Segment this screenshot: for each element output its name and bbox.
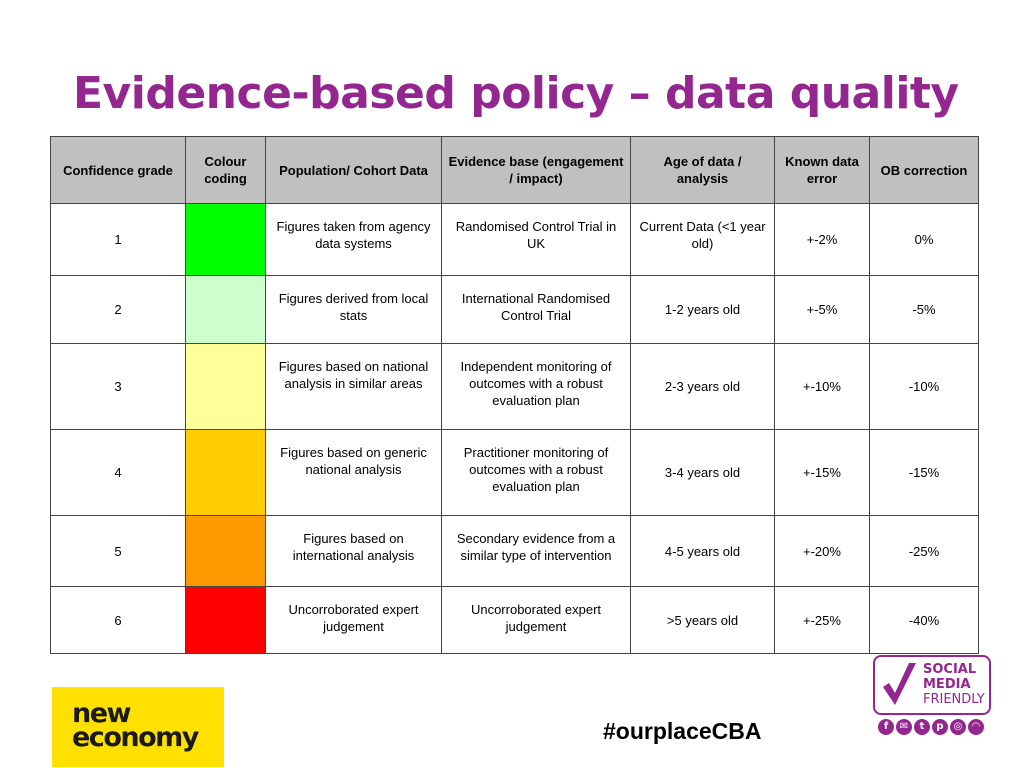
known-error-cell: +-20% [774, 515, 870, 587]
new-economy-logo: new economy [52, 687, 224, 767]
known-error-cell: +-2% [774, 203, 870, 276]
colour-swatch [185, 203, 266, 276]
population-cell: Figures taken from agency data systems [265, 203, 442, 276]
header-age-of-data: Age of data / analysis [630, 136, 775, 204]
evidence-cell: Independent monitoring of outcomes with … [441, 343, 631, 430]
logo-word-economy: economy [72, 722, 199, 753]
age-cell: 3-4 years old [630, 429, 775, 516]
colour-swatch [185, 515, 266, 587]
slide-title: Evidence-based policy – data quality [73, 68, 959, 119]
table-row: 5 Figures based on international analysi… [50, 515, 979, 587]
colour-swatch [185, 586, 266, 654]
logo-word-new: new [72, 698, 131, 729]
ob-correction-cell: -40% [869, 586, 979, 654]
known-error-cell: +-5% [774, 275, 870, 344]
age-cell: >5 years old [630, 586, 775, 654]
confidence-grade-cell: 2 [50, 275, 186, 344]
email-icon[interactable]: ✉ [896, 719, 912, 735]
instagram-icon[interactable]: ◎ [950, 719, 966, 735]
known-error-cell: +-25% [774, 586, 870, 654]
population-cell: Figures based on international analysis [265, 515, 442, 587]
badge-text-social: SOCIAL [923, 662, 977, 677]
table-row: 1 Figures taken from agency data systems… [50, 203, 979, 276]
badge-text-media: MEDIA [923, 677, 971, 692]
checkmark-icon [883, 663, 916, 705]
confidence-grade-cell: 4 [50, 429, 186, 516]
evidence-cell: Uncorroborated expert judgement [441, 586, 631, 654]
header-population-cohort-data: Population/ Cohort Data [265, 136, 442, 204]
header-ob-correction: OB correction [869, 136, 979, 204]
colour-swatch [185, 429, 266, 516]
evidence-cell: International Randomised Control Trial [441, 275, 631, 344]
social-icons-row: f ✉ t p ◎ ◠ [878, 719, 984, 735]
hashtag-text: #ourplaceCBA [603, 718, 762, 744]
pinterest-icon[interactable]: p [932, 719, 948, 735]
facebook-icon[interactable]: f [878, 719, 894, 735]
rss-icon[interactable]: ◠ [968, 719, 984, 735]
evidence-cell: Secondary evidence from a similar type o… [441, 515, 631, 587]
confidence-grade-cell: 5 [50, 515, 186, 587]
age-cell: 1-2 years old [630, 275, 775, 344]
header-colour-coding: Colour coding [185, 136, 266, 204]
population-cell: Figures based on generic national analys… [265, 429, 442, 516]
known-error-cell: +-10% [774, 343, 870, 430]
data-quality-table: Confidence grade Colour coding Populatio… [50, 136, 979, 654]
confidence-grade-cell: 1 [50, 203, 186, 276]
header-evidence-base: Evidence base (engagement / impact) [441, 136, 631, 204]
table-header-row: Confidence grade Colour coding Populatio… [50, 136, 979, 204]
known-error-cell: +-15% [774, 429, 870, 516]
ob-correction-cell: -5% [869, 275, 979, 344]
social-media-friendly-badge: SOCIAL MEDIA FRIENDLY [873, 655, 991, 715]
age-cell: 4-5 years old [630, 515, 775, 587]
colour-swatch [185, 275, 266, 344]
table-row: 6 Uncorroborated expert judgement Uncorr… [50, 586, 979, 654]
table-row: 4 Figures based on generic national anal… [50, 429, 979, 516]
header-confidence-grade: Confidence grade [50, 136, 186, 204]
badge-text-friendly: FRIENDLY [923, 692, 985, 707]
ob-correction-cell: -10% [869, 343, 979, 430]
age-cell: 2-3 years old [630, 343, 775, 430]
header-known-data-error: Known data error [774, 136, 870, 204]
ob-correction-cell: 0% [869, 203, 979, 276]
evidence-cell: Practitioner monitoring of outcomes with… [441, 429, 631, 516]
ob-correction-cell: -25% [869, 515, 979, 587]
population-cell: Figures based on national analysis in si… [265, 343, 442, 430]
population-cell: Figures derived from local stats [265, 275, 442, 344]
age-cell: Current Data (<1 year old) [630, 203, 775, 276]
table-row: 2 Figures derived from local stats Inter… [50, 275, 979, 344]
table-row: 3 Figures based on national analysis in … [50, 343, 979, 430]
confidence-grade-cell: 3 [50, 343, 186, 430]
confidence-grade-cell: 6 [50, 586, 186, 654]
ob-correction-cell: -15% [869, 429, 979, 516]
colour-swatch [185, 343, 266, 430]
evidence-cell: Randomised Control Trial in UK [441, 203, 631, 276]
twitter-icon[interactable]: t [914, 719, 930, 735]
population-cell: Uncorroborated expert judgement [265, 586, 442, 654]
